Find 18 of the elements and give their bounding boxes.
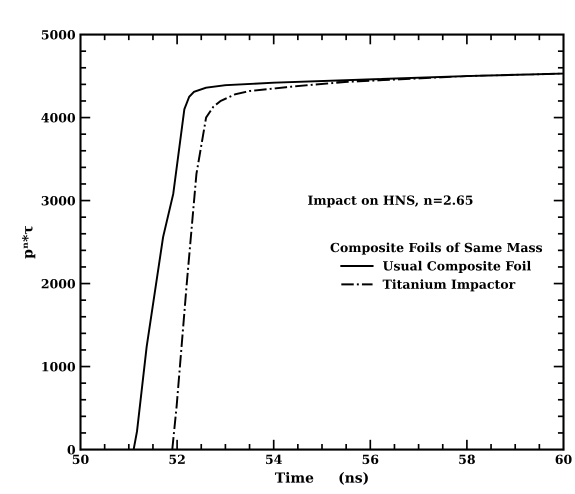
x-tick-label: 54 <box>266 454 282 464</box>
y-tick-label: 0 <box>68 445 76 454</box>
legend-label: Titanium Impactor <box>382 279 516 292</box>
x-tick-label: 60 <box>556 454 572 464</box>
x-tick-label: 58 <box>459 454 475 464</box>
y-tick-label: 3000 <box>42 196 76 206</box>
y-tick-label: 4000 <box>41 113 76 122</box>
legend-label: Usual Composite Foil <box>382 260 531 274</box>
legend-title: Composite Foils of Same Mass <box>330 242 542 255</box>
y-tick-label: 1000 <box>42 362 76 372</box>
x-tick-label: 52 <box>169 454 185 464</box>
y-tick-label: 5000 <box>42 30 76 40</box>
y-tick-label: 2000 <box>42 279 76 288</box>
x-axis-title: Time (ns) <box>274 472 368 485</box>
annotation: Impact on HNS, n=2.65 <box>308 195 473 208</box>
y-axis-title: pⁿ*τ <box>22 226 36 259</box>
x-tick-label: 56 <box>362 454 378 464</box>
x-tick-label: 50 <box>72 454 89 464</box>
